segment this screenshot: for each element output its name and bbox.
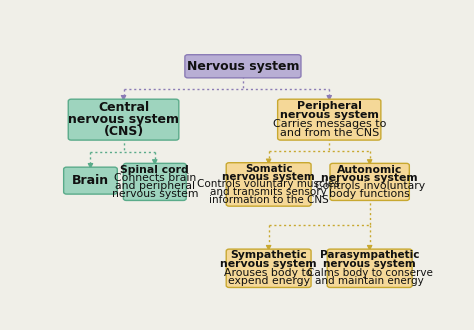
Text: and maintain energy: and maintain energy bbox=[315, 276, 424, 286]
Text: Somatic: Somatic bbox=[245, 164, 292, 174]
FancyBboxPatch shape bbox=[68, 99, 179, 140]
Text: nervous system: nervous system bbox=[111, 189, 198, 199]
Text: Controls voluntary muscles: Controls voluntary muscles bbox=[197, 180, 340, 189]
FancyBboxPatch shape bbox=[330, 163, 410, 200]
FancyBboxPatch shape bbox=[278, 99, 381, 140]
Text: (CNS): (CNS) bbox=[103, 125, 144, 138]
Text: nervous system: nervous system bbox=[323, 259, 416, 269]
Text: nervous system: nervous system bbox=[220, 259, 317, 269]
Text: Sympathetic: Sympathetic bbox=[230, 250, 307, 260]
Text: body functions: body functions bbox=[329, 189, 410, 199]
FancyBboxPatch shape bbox=[226, 163, 311, 206]
FancyBboxPatch shape bbox=[327, 249, 412, 287]
Text: and peripheral: and peripheral bbox=[115, 181, 195, 191]
Text: nervous system: nervous system bbox=[280, 110, 379, 120]
Text: Controls involuntary: Controls involuntary bbox=[315, 181, 425, 191]
FancyBboxPatch shape bbox=[64, 167, 117, 194]
Text: Autonomic: Autonomic bbox=[337, 165, 402, 175]
FancyBboxPatch shape bbox=[123, 163, 186, 200]
FancyBboxPatch shape bbox=[185, 55, 301, 78]
Text: Arouses body to: Arouses body to bbox=[224, 268, 313, 278]
Text: nervous system: nervous system bbox=[222, 172, 315, 182]
Text: and transmits sensory: and transmits sensory bbox=[210, 187, 327, 197]
FancyBboxPatch shape bbox=[226, 249, 311, 287]
Text: nervous system: nervous system bbox=[68, 113, 179, 126]
Text: Calms body to conserve: Calms body to conserve bbox=[307, 268, 433, 278]
Text: Parasympathetic: Parasympathetic bbox=[320, 250, 419, 260]
Text: Central: Central bbox=[98, 101, 149, 114]
Text: and from the CNS: and from the CNS bbox=[280, 128, 379, 139]
Text: nervous system: nervous system bbox=[321, 173, 418, 183]
Text: Nervous system: Nervous system bbox=[187, 60, 299, 73]
Text: Peripheral: Peripheral bbox=[297, 101, 362, 111]
Text: Spinal cord: Spinal cord bbox=[120, 165, 189, 175]
Text: Carries messages to: Carries messages to bbox=[273, 119, 386, 129]
Text: expend energy: expend energy bbox=[228, 276, 310, 286]
Text: Brain: Brain bbox=[72, 174, 109, 187]
Text: Connects brain: Connects brain bbox=[114, 173, 196, 183]
Text: information to the CNS: information to the CNS bbox=[209, 195, 328, 205]
